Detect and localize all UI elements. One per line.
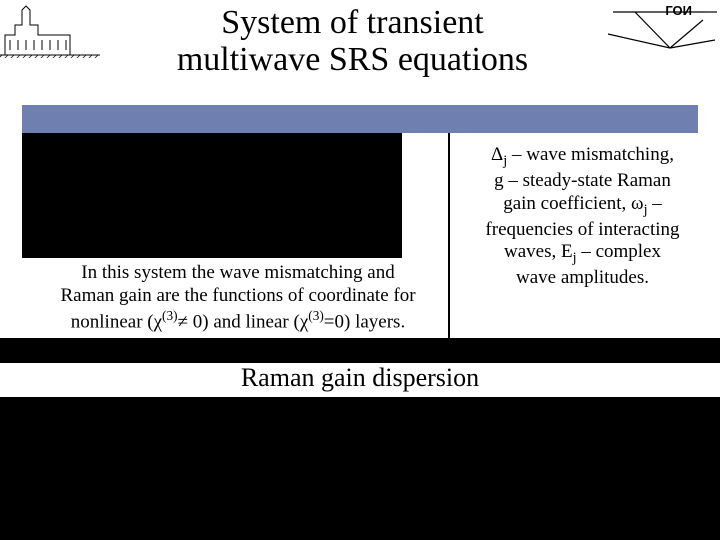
equations-placeholder-box [22,133,402,258]
bottom-right-chart-placeholder [366,397,720,540]
mid-black-bar [0,338,720,363]
section-subtitle: Raman gain dispersion [0,363,720,393]
title-line-2: multiwave SRS equations [177,41,528,78]
slide-title: System of transient multiwave SRS equati… [100,4,605,79]
bottom-left-chart-placeholder [0,397,366,540]
symbol-definitions: Δj – wave mismatching, g – steady-state … [450,144,715,290]
goi-rays-logo [605,0,720,55]
left-explanation-text: In this system the wave mismatching and … [28,262,448,334]
institute-building-logo [0,0,100,58]
title-line-1: System of transient [221,4,484,41]
accent-bar [22,105,698,133]
